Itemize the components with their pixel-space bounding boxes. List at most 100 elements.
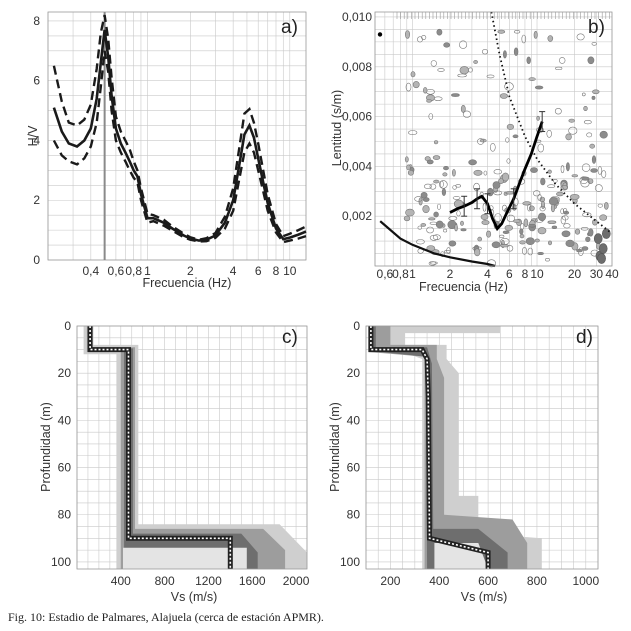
contour-blob xyxy=(576,249,583,253)
contour-blob xyxy=(420,192,428,199)
contour-blob xyxy=(460,220,464,226)
contour-blob xyxy=(565,133,572,141)
y-tick-label: 60 xyxy=(347,461,361,475)
contour-blob xyxy=(530,167,538,173)
contour-blob xyxy=(428,261,437,266)
x-tick-label: 6 xyxy=(255,264,262,278)
y-tick-label: 80 xyxy=(347,508,361,522)
contour-blob xyxy=(414,196,423,202)
contour-blob xyxy=(562,207,568,214)
contour-blob xyxy=(602,228,611,239)
contour-blob xyxy=(407,170,414,176)
contour-blob xyxy=(430,60,437,67)
contour-blob xyxy=(451,169,456,177)
contour-blob xyxy=(468,159,477,166)
contour-blob xyxy=(568,118,575,123)
contour-blob xyxy=(443,166,449,171)
x-tick-label: 40 xyxy=(605,267,619,281)
contour-blob xyxy=(537,252,544,256)
x-tick-label: 8 xyxy=(273,264,280,278)
contour-blob xyxy=(519,228,524,235)
contour-blob xyxy=(459,66,469,75)
x-tick-label: 4 xyxy=(230,264,237,278)
contour-blob xyxy=(404,30,410,39)
contour-blob xyxy=(526,56,531,64)
contour-blob xyxy=(480,214,489,221)
panel-d-vs-profile-chart: 200 400 600 800 1000 0 20 40 60 80 100 Vs (m/s) Prof… xyxy=(328,319,599,604)
small-point xyxy=(377,32,383,37)
contour-blob xyxy=(420,223,427,227)
best-profile-line xyxy=(89,326,232,569)
contour-blob xyxy=(588,228,594,237)
contour-blob xyxy=(423,183,432,189)
contour-blob xyxy=(416,239,425,245)
x-axis-label: Vs (m/s) xyxy=(461,590,508,604)
contour-blob xyxy=(537,143,544,153)
x-tick-label: 1 xyxy=(409,267,416,281)
contour-blob xyxy=(591,155,597,164)
contour-blob xyxy=(491,241,501,249)
contour-blob xyxy=(591,41,597,46)
contour-blob xyxy=(583,106,588,112)
x-tick-label: 800 xyxy=(155,574,175,588)
contour-blob xyxy=(562,182,569,190)
hv-series-line-0 xyxy=(52,29,307,242)
contour-blob xyxy=(597,203,603,208)
x-tick-label: 1 xyxy=(144,264,151,278)
contour-blob xyxy=(599,130,608,139)
contour-blob xyxy=(547,220,557,224)
plot-frame xyxy=(365,325,599,570)
contour-blob xyxy=(446,247,451,254)
contour-blob xyxy=(552,178,558,183)
resolution-limit-curve xyxy=(379,220,496,268)
x-tick-label: 0,6 xyxy=(377,267,394,281)
contour-blob xyxy=(492,181,501,189)
x-axis-label: Vs (m/s) xyxy=(171,590,218,604)
contour-blob xyxy=(560,165,565,174)
contour-blob xyxy=(550,204,556,213)
contour-blob xyxy=(536,115,540,121)
panel-c-vs-profile-chart: 400 800 1200 1600 2000 0 20 40 60 80 100 Vs (m/s) Pr… xyxy=(39,319,310,604)
contour-blob xyxy=(546,129,552,138)
x-axis-label: Frecuencia (Hz) xyxy=(143,276,232,290)
contour-blob xyxy=(430,261,438,265)
panel-label: b) xyxy=(588,17,605,38)
contour-blob xyxy=(597,253,606,264)
contour-blob xyxy=(443,228,448,233)
contour-blob xyxy=(502,204,507,212)
contour-blob xyxy=(540,200,545,209)
contour-blob xyxy=(534,85,544,90)
y-tick-label: 6 xyxy=(33,74,40,88)
plot-frame xyxy=(47,11,307,261)
contour-blob xyxy=(486,74,495,79)
contour-blob xyxy=(506,158,511,164)
contour-blob xyxy=(474,248,481,257)
contour-blob xyxy=(439,180,444,188)
y-tick-label: 2 xyxy=(33,193,40,207)
plot-frame xyxy=(76,325,308,570)
contour-blob xyxy=(537,212,546,222)
contour-blob xyxy=(581,176,590,181)
contour-blob xyxy=(528,205,535,212)
contour-blob xyxy=(523,218,529,228)
contour-blob xyxy=(500,244,509,248)
contour-blob xyxy=(580,227,589,231)
contour-blob xyxy=(460,228,467,232)
y-tick-label: 0 xyxy=(353,319,360,333)
contour-blob xyxy=(457,73,467,78)
contour-blob xyxy=(422,205,430,214)
contour-blob xyxy=(593,233,603,244)
contour-blob xyxy=(405,208,415,217)
contour-blob xyxy=(512,203,517,211)
contour-blob xyxy=(528,223,536,228)
contour-blob xyxy=(597,166,603,175)
contour-blob xyxy=(451,93,460,97)
x-tick-label: 6 xyxy=(506,267,513,281)
contour-blob xyxy=(537,227,547,235)
contour-blob xyxy=(561,230,571,238)
y-axis-label: H/V xyxy=(26,125,40,147)
contour-blob xyxy=(527,247,533,256)
contour-blob xyxy=(513,47,519,56)
contour-blob xyxy=(583,119,592,125)
